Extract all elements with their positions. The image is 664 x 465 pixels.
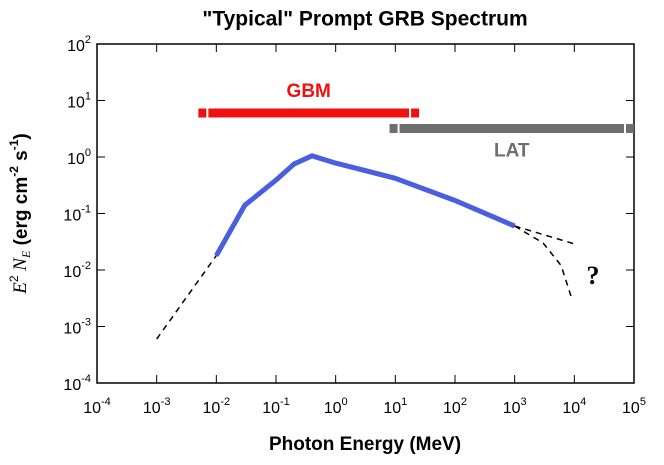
y-tick-label: 10-1 — [63, 203, 91, 224]
line-series — [514, 225, 573, 299]
y-axis-label-part: s — [11, 150, 32, 166]
x-tick-label: 10-1 — [262, 396, 290, 417]
y-axis-label-part: -1 — [7, 139, 21, 150]
y-tick-label: 10-4 — [63, 373, 91, 394]
y-tick-label: 102 — [67, 34, 91, 55]
x-tick-label: 10-4 — [83, 396, 111, 417]
y-tick-label: 101 — [67, 90, 91, 111]
y-axis-label-part: (erg cm — [11, 177, 32, 251]
line-series — [514, 225, 575, 245]
y-tick-label: 10-3 — [63, 316, 91, 337]
y-axis-label-part: E — [19, 250, 33, 259]
plot-frame — [96, 43, 635, 384]
x-tick-label: 102 — [443, 396, 467, 417]
band-label: LAT — [494, 140, 530, 161]
x-tick-label: 104 — [562, 396, 586, 417]
x-tick-label: 10-3 — [143, 396, 171, 417]
y-axis-label-part: 2 — [7, 275, 21, 282]
x-tick-label: 10-2 — [203, 396, 231, 417]
y-tick-label: 100 — [67, 147, 91, 168]
chart-title: "Typical" Prompt GRB Spectrum — [202, 8, 527, 31]
band-label: GBM — [287, 81, 331, 102]
y-axis-label-part: N — [10, 257, 31, 276]
y-axis-label: E2 NE (erg cm-2 s-1) — [7, 133, 33, 295]
y-axis-label-part: E — [10, 282, 31, 295]
y-axis-label-part: -2 — [7, 166, 21, 177]
line-series — [214, 153, 516, 257]
x-tick-label: 101 — [383, 396, 407, 417]
x-tick-label: 105 — [622, 396, 646, 417]
x-tick-label: 100 — [324, 396, 348, 417]
line-series — [156, 255, 217, 340]
x-tick-label: 103 — [503, 396, 527, 417]
y-tick-label: 10-2 — [63, 260, 91, 281]
y-axis-label-part: ) — [11, 133, 32, 139]
x-axis-label: Photon Energy (MeV) — [269, 434, 461, 455]
annotation: ? — [587, 261, 600, 290]
